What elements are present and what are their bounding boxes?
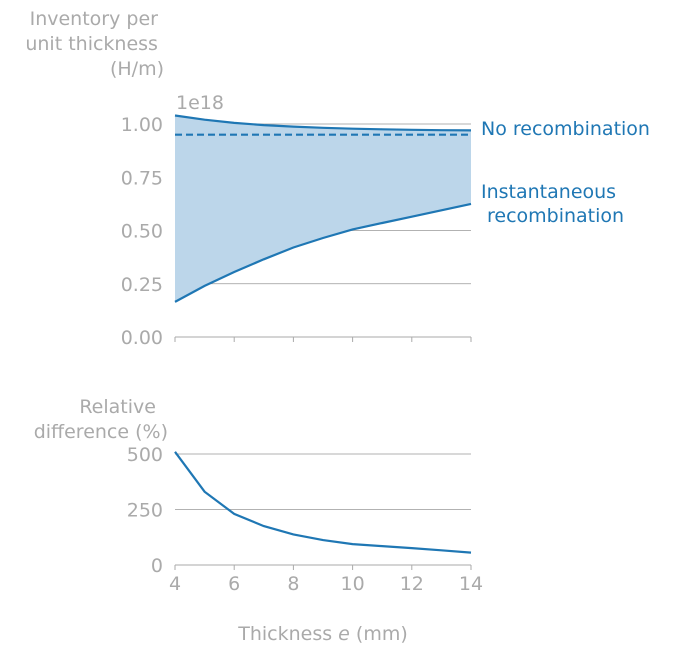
x-axis-label: Thickness e (mm) — [237, 623, 408, 645]
series-label-instantaneous-line-1: Instantaneous — [481, 181, 616, 203]
y-tick-label: 0.75 — [121, 167, 163, 189]
bottom-y-ticks: 0 250 500 — [127, 444, 163, 577]
top-y-ticks: 0.00 0.25 0.50 0.75 1.00 — [121, 114, 163, 349]
bottom-ylabel: Relative difference (%) — [34, 396, 168, 443]
inventory-chart: Inventory per unit thickness (H/m) 1e18 … — [25, 8, 650, 349]
series-label-no-recombination-line-1: No recombination — [481, 118, 650, 140]
series-label-no-recombination: No recombination — [481, 118, 650, 140]
x-tick-label: 8 — [287, 573, 299, 595]
x-tick-label: 14 — [459, 573, 483, 595]
x-tick-label: 4 — [169, 573, 181, 595]
x-axis-label-variable: e — [338, 623, 350, 645]
bottom-series-lines — [174, 451, 472, 554]
top-x-axis — [174, 336, 472, 342]
y-tick-label: 1.00 — [121, 114, 163, 136]
y-tick-label: 250 — [127, 500, 163, 522]
x-tick-label: 6 — [228, 573, 240, 595]
top-ylabel-line-3: (H/m) — [110, 58, 164, 80]
bottom-gridlines — [175, 453, 471, 510]
y-tick-label: 0.00 — [121, 327, 163, 349]
x-tick-label: 10 — [341, 573, 365, 595]
series-line-0 — [174, 451, 472, 554]
recombination-band — [175, 115, 471, 302]
bottom-x-axis: 4 6 8 10 12 14 — [169, 564, 483, 595]
y-tick-label: 0.25 — [121, 274, 163, 296]
x-tick-label: 12 — [400, 573, 424, 595]
series-line-1 — [174, 202, 472, 303]
x-axis-label-suffix: (mm) — [350, 623, 408, 645]
series-line-0 — [174, 114, 472, 132]
y-tick-label: 0.50 — [121, 221, 163, 243]
top-ylabel-line-2: unit thickness — [25, 33, 158, 55]
y-tick-label: 500 — [127, 444, 163, 466]
relative-difference-chart: Relative difference (%) 4 6 8 10 12 14 0 250 50… — [34, 396, 483, 645]
top-series-lines — [174, 114, 472, 303]
bottom-ylabel-line-2: difference (%) — [34, 421, 168, 443]
top-ylabel-line-1: Inventory per — [30, 8, 159, 30]
y-tick-label: 0 — [151, 555, 163, 577]
series-label-instantaneous-line-2: recombination — [487, 205, 624, 227]
x-axis-label-prefix: Thickness — [237, 623, 338, 645]
top-ylabel: Inventory per unit thickness (H/m) — [25, 8, 164, 80]
offset-text: 1e18 — [176, 92, 224, 114]
bottom-ylabel-line-1: Relative — [79, 396, 156, 418]
series-label-instantaneous-recombination: Instantaneous recombination — [481, 181, 624, 227]
